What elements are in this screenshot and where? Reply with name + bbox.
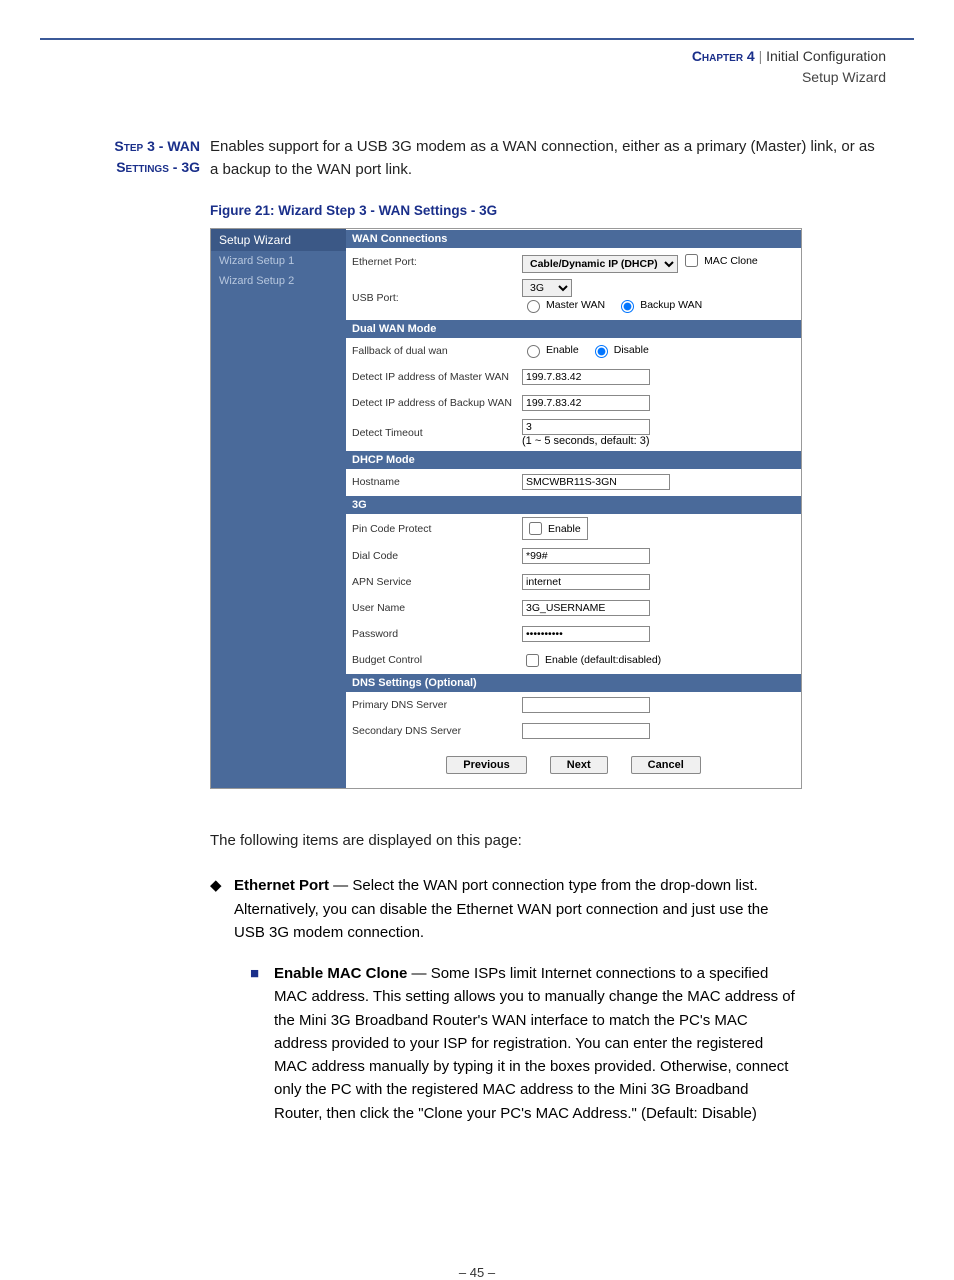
sidebar-heading: Setup Wizard (211, 229, 346, 251)
detect-backup-input[interactable] (522, 395, 650, 411)
master-wan-radio[interactable] (527, 300, 540, 313)
hostname-label: Hostname (352, 476, 522, 488)
previous-button[interactable]: Previous (446, 756, 526, 774)
backup-wan-radio[interactable] (621, 300, 634, 313)
chapter-label: Chapter 4 (692, 48, 755, 64)
section-side-label: Step 3 - WAN Settings - 3G (70, 136, 210, 178)
fallback-disable-radio[interactable] (595, 345, 608, 358)
detect-timeout-label: Detect Timeout (352, 427, 522, 439)
section-dual-wan: Dual WAN Mode (346, 319, 801, 338)
bullet-mac-clone: ■ Enable MAC Clone — Some ISPs limit Int… (250, 962, 800, 1125)
primary-dns-input[interactable] (522, 697, 650, 713)
password-input[interactable] (522, 626, 650, 642)
usb-port-label: USB Port: (352, 292, 522, 304)
fallback-label: Fallback of dual wan (352, 345, 522, 357)
section-3g: 3G (346, 495, 801, 514)
detect-timeout-input[interactable] (522, 419, 650, 435)
apn-input[interactable] (522, 574, 650, 590)
budget-checkbox[interactable] (526, 654, 539, 667)
budget-label: Budget Control (352, 654, 522, 666)
pin-label: Pin Code Protect (352, 523, 522, 535)
cancel-button[interactable]: Cancel (631, 756, 701, 774)
header-sep: | (759, 48, 763, 64)
figure-caption: Figure 21: Wizard Step 3 - WAN Settings … (210, 203, 884, 218)
detect-master-input[interactable] (522, 369, 650, 385)
fallback-enable-radio[interactable] (527, 345, 540, 358)
page-header: Chapter 4 | Initial Configuration Setup … (0, 46, 886, 88)
detect-master-label: Detect IP address of Master WAN (352, 371, 522, 383)
secondary-dns-label: Secondary DNS Server (352, 725, 522, 737)
section-dns: DNS Settings (Optional) (346, 673, 801, 692)
secondary-dns-input[interactable] (522, 723, 650, 739)
ethernet-port-select[interactable]: Cable/Dynamic IP (DHCP) (522, 255, 678, 273)
usb-port-select[interactable]: 3G (522, 279, 572, 297)
password-label: Password (352, 628, 522, 640)
sidebar-item-1[interactable]: Wizard Setup 1 (211, 251, 346, 271)
username-label: User Name (352, 602, 522, 614)
hostname-input[interactable] (522, 474, 670, 490)
ethernet-port-label: Ethernet Port: (352, 256, 522, 268)
mac-clone-checkbox[interactable] (685, 254, 698, 267)
intro-text: Enables support for a USB 3G modem as a … (210, 136, 884, 181)
wizard-sidebar: Setup Wizard Wizard Setup 1 Wizard Setup… (211, 229, 346, 788)
header-subtitle: Setup Wizard (0, 67, 886, 88)
sidebar-item-2[interactable]: Wizard Setup 2 (211, 271, 346, 291)
detect-timeout-hint: (1 ~ 5 seconds, default: 3) (522, 435, 650, 447)
section-dhcp: DHCP Mode (346, 450, 801, 469)
dial-input[interactable] (522, 548, 650, 564)
username-input[interactable] (522, 600, 650, 616)
section-wan-connections: WAN Connections (346, 229, 801, 248)
pin-enable-checkbox[interactable] (529, 522, 542, 535)
apn-label: APN Service (352, 576, 522, 588)
header-title: Initial Configuration (766, 48, 886, 64)
primary-dns-label: Primary DNS Server (352, 699, 522, 711)
page-number: – 45 – (0, 1265, 954, 1280)
detect-backup-label: Detect IP address of Backup WAN (352, 397, 522, 409)
after-figure-text: The following items are displayed on thi… (210, 829, 810, 852)
dial-label: Dial Code (352, 550, 522, 562)
bullet-ethernet-port: ◆ Ethernet Port — Select the WAN port co… (210, 874, 800, 944)
next-button[interactable]: Next (550, 756, 608, 774)
wizard-screenshot: Setup Wizard Wizard Setup 1 Wizard Setup… (210, 228, 802, 789)
